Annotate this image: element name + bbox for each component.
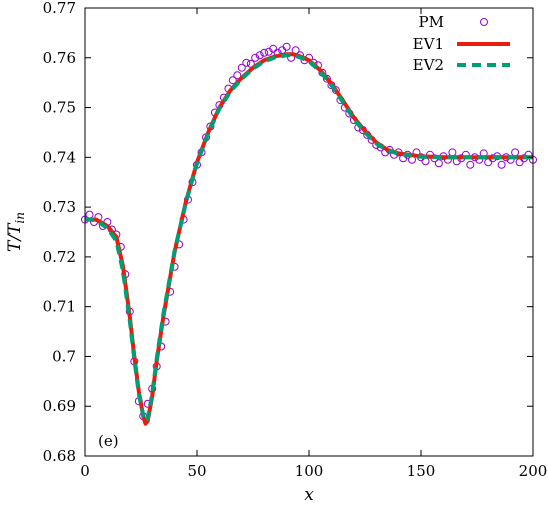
pm-point-33 — [228, 76, 237, 85]
x-tick-labels: 0 50 100 150 200 — [80, 462, 547, 480]
panel-label: (e) — [98, 432, 119, 450]
y-tick-label-1: 0.69 — [43, 397, 76, 415]
pm-point-35 — [237, 63, 246, 72]
pm-point-90 — [484, 158, 493, 167]
legend-marker-pm — [480, 18, 488, 26]
x-axis-label: x — [304, 485, 314, 505]
pm-point-40 — [260, 48, 269, 57]
y-tick-label-6: 0.74 — [43, 148, 76, 166]
pm-point-36 — [242, 58, 251, 67]
legend: PM EV1 EV2 — [413, 13, 510, 74]
y-tick-labels: 0.68 0.69 0.7 0.71 0.72 0.73 0.74 0.75 0.76 0.77 — [43, 0, 76, 465]
ev1-line — [85, 52, 533, 426]
x-tick-label-4: 200 — [519, 462, 548, 480]
ev2-line — [84, 53, 533, 426]
y-tick-label-8: 0.76 — [43, 49, 76, 67]
pm-point-86 — [466, 160, 475, 169]
y-tick-label-7: 0.75 — [43, 99, 76, 117]
y-tick-label-0: 0.68 — [43, 447, 76, 465]
pm-point-38 — [251, 53, 260, 62]
plot-marks — [81, 42, 537, 426]
y-tick-label-3: 0.71 — [43, 298, 76, 316]
y-tick-label-4: 0.72 — [43, 248, 76, 266]
pm-point-45 — [282, 42, 291, 51]
x-tick-label-1: 50 — [187, 462, 206, 480]
pm-point-39 — [255, 51, 264, 60]
y-axis-label: T/Tin — [5, 212, 27, 252]
legend-label-ev1: EV1 — [413, 35, 444, 53]
pm-point-97 — [515, 158, 524, 167]
axis-ticks — [84, 7, 534, 457]
pm-point-34 — [233, 71, 242, 80]
y-tick-label-9: 0.77 — [43, 0, 76, 17]
legend-label-pm: PM — [419, 13, 444, 31]
legend-label-ev2: EV2 — [413, 56, 444, 74]
pm-point-93 — [497, 160, 506, 169]
pm-point-96 — [511, 148, 520, 157]
y-tick-label-5: 0.73 — [43, 198, 76, 216]
x-tick-label-3: 150 — [407, 462, 436, 480]
x-tick-label-0: 0 — [80, 462, 90, 480]
y-axis-label-subscript: in — [13, 212, 27, 224]
pm-point-42 — [269, 44, 278, 53]
y-tick-label-2: 0.7 — [52, 347, 76, 365]
pm-point-79 — [434, 159, 443, 168]
pm-point-82 — [448, 148, 457, 157]
x-tick-label-2: 100 — [295, 462, 324, 480]
y-axis-label-main: T/T — [5, 222, 25, 252]
